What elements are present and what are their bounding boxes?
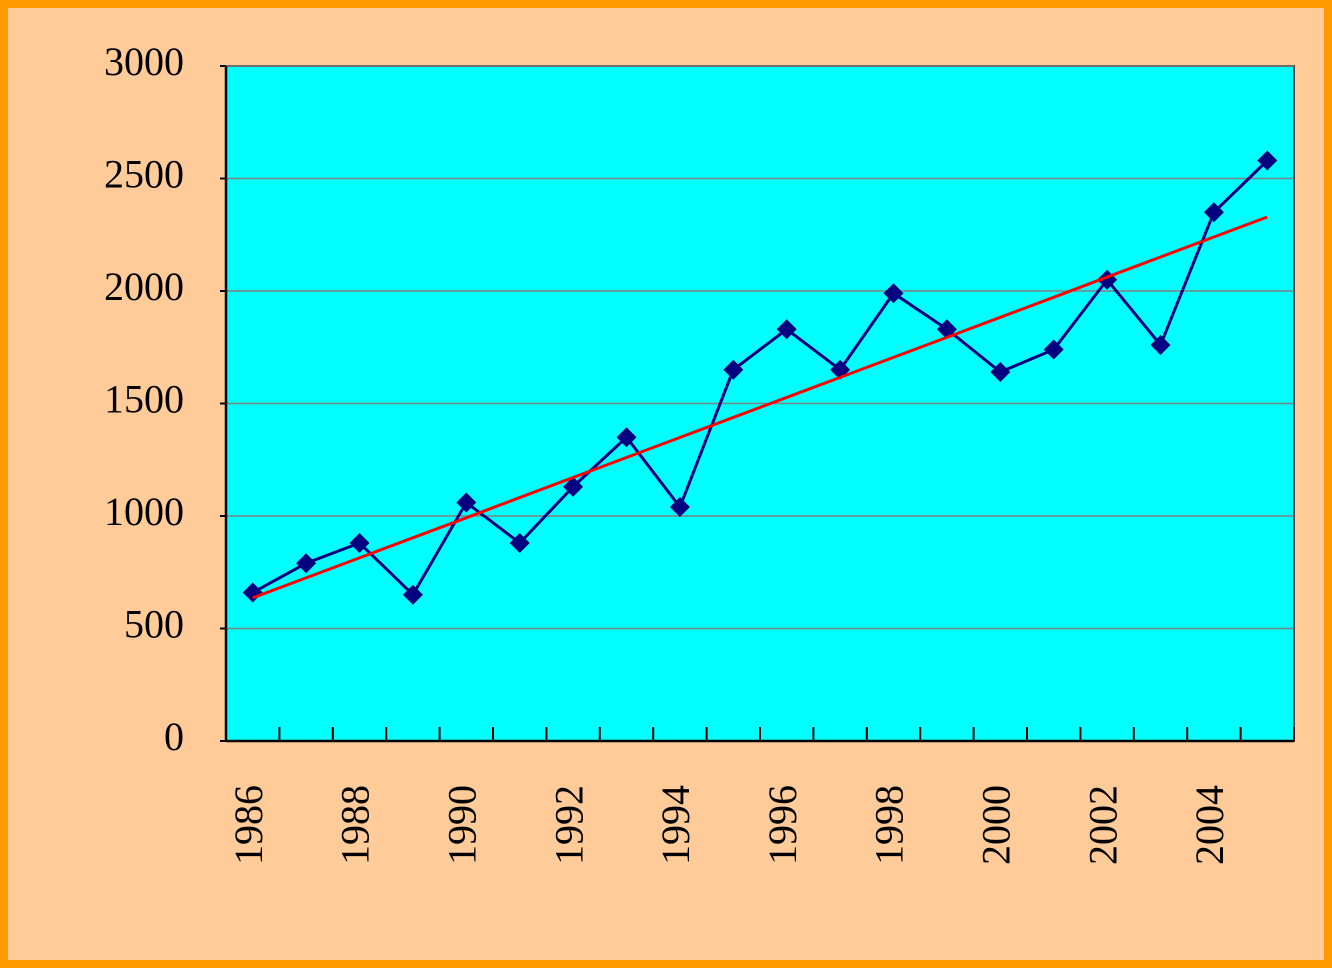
data-point (509, 533, 530, 553)
y-tick-label: 500 (124, 602, 184, 647)
x-tick-label: 1994 (653, 785, 698, 865)
x-tick-label: 1998 (867, 785, 912, 865)
data-point (883, 283, 904, 304)
data-point (456, 492, 477, 513)
x-tick-label: 1992 (546, 785, 591, 865)
data-point (296, 553, 317, 574)
data-point (776, 319, 797, 340)
data-point (1150, 335, 1171, 355)
series-line (252, 215, 1268, 600)
x-tick-label: 1996 (760, 785, 805, 865)
y-tick-label: 2000 (104, 264, 184, 309)
data-point (616, 427, 637, 448)
data-point (990, 362, 1011, 382)
y-tick-label: 2500 (104, 152, 184, 197)
data-point (723, 359, 744, 380)
y-tick-label: 1000 (104, 489, 184, 534)
x-tick-label: 1990 (439, 785, 484, 865)
data-point (1257, 150, 1278, 171)
data-point (563, 476, 584, 497)
y-tick-label: 0 (164, 714, 184, 759)
data-point (669, 497, 690, 517)
x-tick-label: 1988 (333, 785, 378, 865)
data-point (402, 584, 423, 605)
y-tick-label: 1500 (104, 377, 184, 422)
x-tick-label: 1986 (226, 785, 271, 865)
x-tick-label: 2000 (973, 785, 1018, 865)
x-tick-label: 2002 (1080, 785, 1125, 865)
series-line (251, 159, 1269, 598)
y-tick-label: 3000 (104, 39, 184, 84)
data-point (242, 582, 263, 603)
data-point (349, 533, 370, 553)
x-tick-label: 2004 (1187, 785, 1232, 865)
data-point (1043, 339, 1064, 360)
data-point (1203, 202, 1224, 223)
